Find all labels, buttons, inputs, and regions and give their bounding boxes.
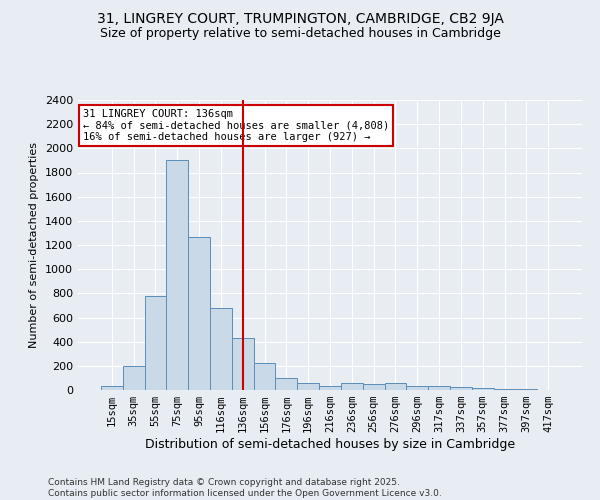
- Bar: [254, 364, 275, 390]
- Bar: [166, 160, 188, 390]
- Bar: [472, 388, 494, 390]
- Bar: [188, 236, 210, 390]
- Text: 31, LINGREY COURT, TRUMPINGTON, CAMBRIDGE, CB2 9JA: 31, LINGREY COURT, TRUMPINGTON, CAMBRIDG…: [97, 12, 503, 26]
- Bar: [428, 386, 450, 390]
- Bar: [319, 386, 341, 390]
- Bar: [341, 383, 363, 390]
- Bar: [406, 386, 428, 390]
- Bar: [363, 384, 385, 390]
- Bar: [123, 366, 145, 390]
- Bar: [145, 296, 166, 390]
- Text: Contains HM Land Registry data © Crown copyright and database right 2025.
Contai: Contains HM Land Registry data © Crown c…: [48, 478, 442, 498]
- X-axis label: Distribution of semi-detached houses by size in Cambridge: Distribution of semi-detached houses by …: [145, 438, 515, 451]
- Bar: [275, 378, 297, 390]
- Bar: [385, 383, 406, 390]
- Text: 31 LINGREY COURT: 136sqm
← 84% of semi-detached houses are smaller (4,808)
16% o: 31 LINGREY COURT: 136sqm ← 84% of semi-d…: [83, 108, 389, 142]
- Text: Size of property relative to semi-detached houses in Cambridge: Size of property relative to semi-detach…: [100, 28, 500, 40]
- Bar: [297, 384, 319, 390]
- Bar: [494, 389, 515, 390]
- Bar: [101, 386, 123, 390]
- Y-axis label: Number of semi-detached properties: Number of semi-detached properties: [29, 142, 40, 348]
- Bar: [232, 338, 254, 390]
- Bar: [450, 387, 472, 390]
- Bar: [210, 308, 232, 390]
